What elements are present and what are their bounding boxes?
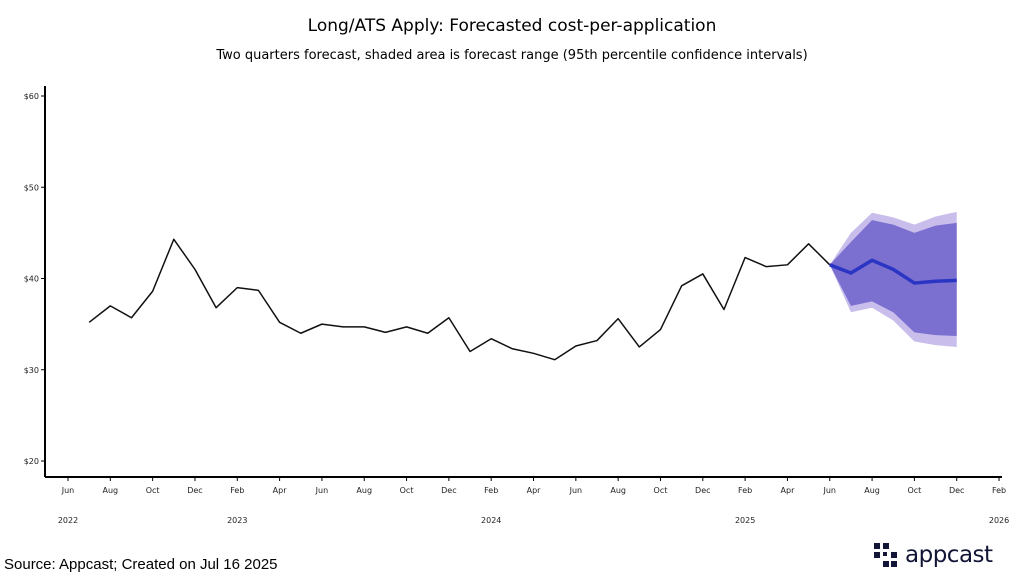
series-line-actual [88,238,831,361]
x-tick-label: Dec [695,486,710,495]
x-tick-label: Feb [992,486,1006,495]
x-tick-label: Dec [949,486,964,495]
y-tick-label: $60 [24,92,39,101]
x-tick-label: Apr [527,486,542,495]
year-label: 2025 [735,516,755,525]
source-note: Source: Appcast; Created on Jul 16 2025 [4,556,278,573]
x-tick-label: Feb [230,486,244,495]
forecast-band-1 [829,220,957,336]
series-line-forecast [829,258,957,285]
x-tick-label: Jun [61,486,75,495]
appcast-grid-icon [874,543,897,567]
x-tick-label: Jun [315,486,329,495]
x-tick-label: Dec [187,486,202,495]
x-tick-label: Jun [569,486,583,495]
y-tick-label: $30 [24,366,39,375]
x-tick-label: Oct [400,486,414,495]
x-tick-label: Aug [864,486,880,495]
x-tick-label: Oct [907,486,921,495]
y-tick-label: $40 [24,275,39,284]
x-tick-label: Oct [146,486,160,495]
logo-text: appcast [905,542,993,568]
x-tick-label: Aug [103,486,119,495]
chart-title: Long/ATS Apply: Forecasted cost-per-appl… [307,16,717,36]
y-tick-label: $50 [24,183,39,192]
appcast-logo: appcast [874,542,993,568]
chart-subtitle: Two quarters forecast, shaded area is fo… [216,48,808,63]
x-tick-label: Aug [610,486,626,495]
x-tick-label: Feb [738,486,752,495]
x-tick-label: Feb [484,486,498,495]
x-tick-label: Dec [441,486,456,495]
x-tick-label: Apr [273,486,288,495]
x-tick-label: Oct [654,486,668,495]
y-tick-label: $20 [24,457,39,466]
x-tick-label: Apr [781,486,796,495]
year-label: 2024 [481,516,501,525]
x-tick-label: Aug [356,486,372,495]
year-label: 2023 [227,516,247,525]
year-label: 2026 [989,516,1009,525]
line-chart: $20 $30 $40 $50 $60 Jun Aug Oct Dec Feb Apr Jun Aug O… [24,86,1009,525]
x-tick-label: Jun [823,486,837,495]
year-label: 2022 [58,516,78,525]
